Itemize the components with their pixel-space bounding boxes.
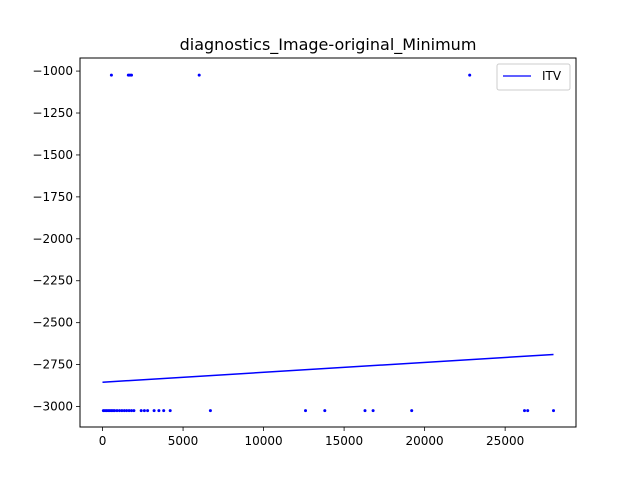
data-point [127,409,131,413]
y-tick-label: −2250 [32,274,73,288]
data-point [130,73,133,77]
legend-label-itv: ITV [542,69,562,83]
data-point [139,409,143,413]
chart-marks [101,73,555,413]
y-tick-label: −1750 [32,190,73,204]
y-tick-label: −2000 [32,232,73,246]
data-point [113,409,117,413]
y-tick-label: −2500 [32,316,73,330]
data-point [208,409,212,413]
data-point [304,409,307,413]
data-point [125,409,129,413]
series-line-itv [102,353,554,383]
data-point [468,73,472,77]
x-tick-label: 25000 [486,434,524,448]
data-point [132,409,136,413]
x-tick-label: 5000 [168,434,199,448]
y-tick-label: −1500 [32,148,73,162]
data-point [371,409,375,413]
data-point [146,409,150,413]
data-point [157,409,161,413]
data-point [120,409,124,413]
data-point [552,409,555,413]
x-tick-label: 15000 [325,434,363,448]
data-point [526,409,530,413]
data-point [142,409,146,413]
data-point [168,409,172,413]
chart-title: diagnostics_Image-original_Minimum [180,35,477,55]
x-tick-label: 0 [99,434,107,448]
data-point [115,409,119,413]
data-point [363,409,367,413]
y-tick-label: −1250 [32,106,73,120]
data-point [109,73,113,77]
x-tick-label: 10000 [244,434,282,448]
y-tick-label: −2750 [32,358,73,372]
data-point [523,409,526,413]
y-axis: −1000 −1250 −1500 −1750 −2000 −2250 −2500 −2750… [32,64,80,414]
data-point [118,409,121,413]
y-tick-label: −1000 [32,64,73,78]
data-point [323,409,327,413]
plot-frame [79,57,577,428]
y-tick-label: −3000 [32,400,73,414]
legend: ITV [496,63,571,91]
data-point [197,73,201,77]
data-point [410,409,414,413]
data-point [162,409,166,413]
x-axis: 0 5000 10000 15000 20000 25000 [99,427,524,448]
x-tick-label: 20000 [406,434,444,448]
legend-box [496,63,571,91]
data-point [122,409,126,413]
data-point [152,409,156,413]
data-point [130,409,133,413]
